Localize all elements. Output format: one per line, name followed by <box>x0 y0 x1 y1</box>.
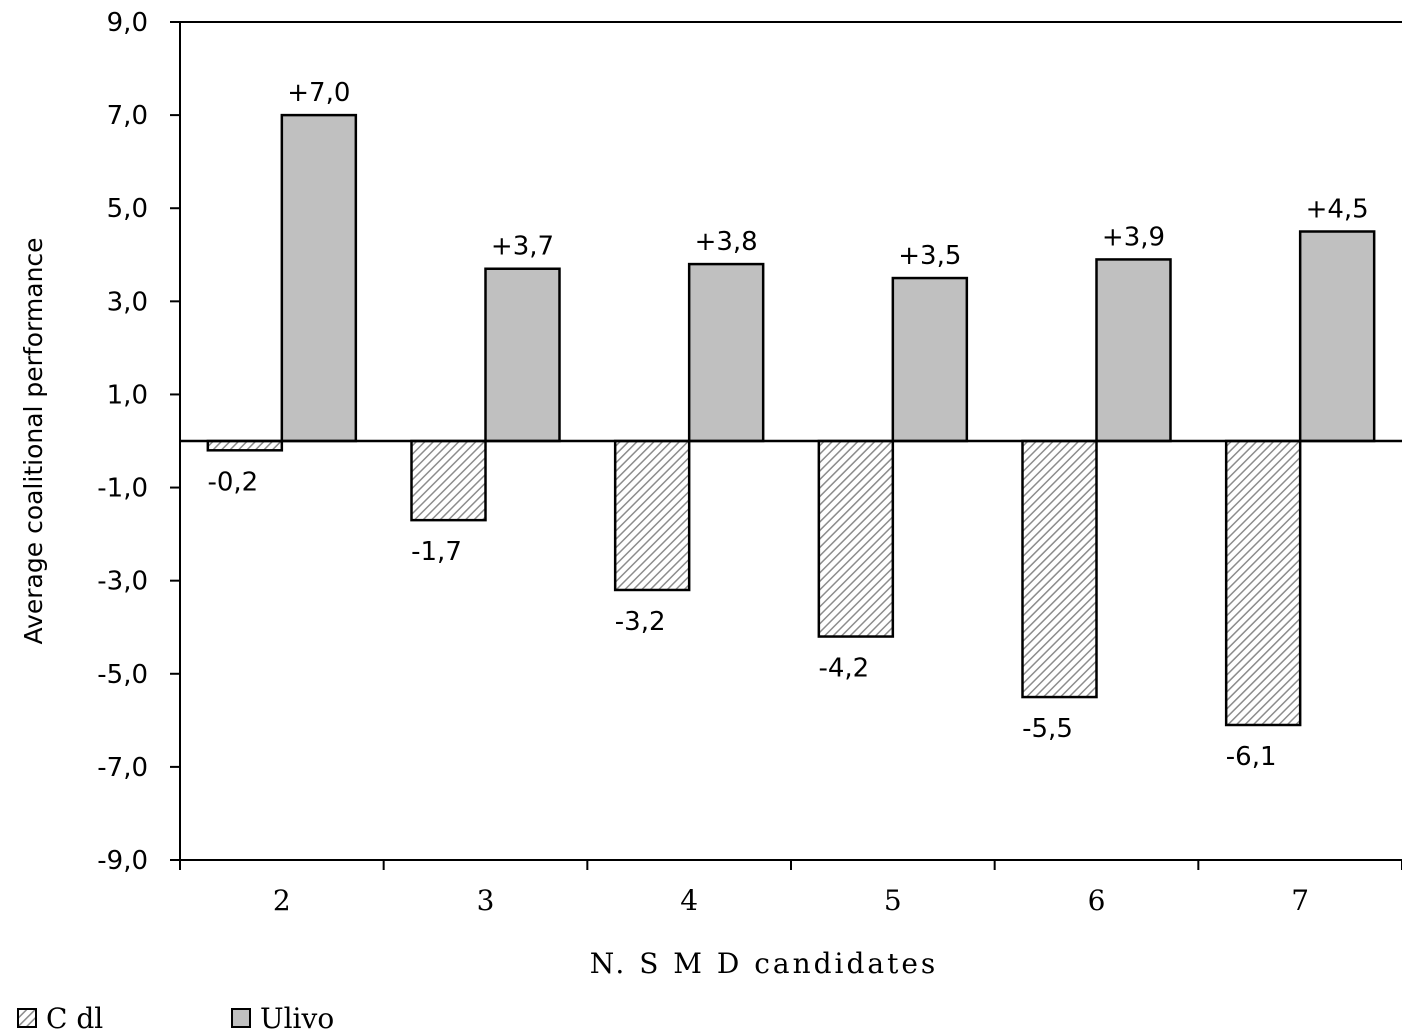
x-axis: 2 3 4 5 6 7 <box>179 21 1402 917</box>
ulivo-data-label: +3,8 <box>695 227 758 257</box>
data-labels: -0,2 +7,0 -1,7 +3,7 -3,2 +3,8 -4,2 +3,5 -5,5 +3,9… <box>207 78 1368 772</box>
ulivo-data-label: +7,0 <box>287 78 350 108</box>
cdl-data-label: -5,5 <box>1022 714 1073 744</box>
ulivo-bar-5 <box>891 276 969 443</box>
x-tick-label: 7 <box>1291 884 1309 917</box>
y-tick-label: -1,0 <box>97 474 148 504</box>
y-tick-label: 5,0 <box>107 194 148 224</box>
y-tick-label: 9,0 <box>107 8 148 38</box>
ulivo-bar-7 <box>1298 230 1376 443</box>
ulivo-bar-2 <box>280 113 358 443</box>
cdl-bar-7 <box>1224 439 1302 727</box>
x-tick-label: 4 <box>680 884 698 917</box>
cdl-bar-3 <box>410 439 487 522</box>
y-axis-title: Average coalitional performance <box>19 237 48 644</box>
ulivo-bar-3 <box>484 267 561 443</box>
y-tick-label: -5,0 <box>97 660 148 690</box>
ulivo-data-label: +3,5 <box>898 241 961 271</box>
x-tick-label: 3 <box>477 884 495 917</box>
x-tick-label: 5 <box>884 884 902 917</box>
ulivo-bar-4 <box>687 262 765 443</box>
bars <box>206 113 1376 727</box>
y-tick-label: 3,0 <box>107 287 148 317</box>
y-tick-label: 1,0 <box>107 380 148 410</box>
y-tick-label: -9,0 <box>97 846 148 876</box>
ulivo-data-label: +3,7 <box>491 232 554 262</box>
legend-label-1: Ulivo <box>260 1002 334 1035</box>
y-tick-label: -3,0 <box>97 567 148 597</box>
x-tick-label: 2 <box>273 884 291 917</box>
cdl-data-label: -4,2 <box>818 654 869 684</box>
legend-swatch-1 <box>231 1008 251 1028</box>
cdl-data-label: -0,2 <box>207 467 258 497</box>
cdl-bar-2 <box>206 439 284 452</box>
y-axis: 9,0 7,0 5,0 3,0 1,0 -1,0 -3,0 -5,0 -7,0 -9,0 <box>97 8 181 876</box>
y-tick-label: -7,0 <box>97 753 148 783</box>
legend-swatch-0 <box>17 1008 37 1028</box>
x-axis-title: N. S M D candidates <box>590 947 939 980</box>
legend-label-0: C dl <box>46 1002 103 1035</box>
cdl-data-label: -6,1 <box>1226 742 1277 772</box>
y-tick-label: 7,0 <box>107 101 148 131</box>
cdl-data-label: -1,7 <box>411 537 462 567</box>
legend: C dl Ulivo <box>17 1002 334 1035</box>
cdl-data-label: -3,2 <box>615 607 666 637</box>
cdl-bar-5 <box>817 439 895 638</box>
ulivo-data-label: +4,5 <box>1306 195 1369 225</box>
cdl-bar-4 <box>613 439 691 592</box>
ulivo-data-label: +3,9 <box>1102 222 1165 252</box>
cdl-bar-6 <box>1021 439 1098 699</box>
x-tick-label: 6 <box>1088 884 1106 917</box>
ulivo-bar-6 <box>1095 258 1172 443</box>
